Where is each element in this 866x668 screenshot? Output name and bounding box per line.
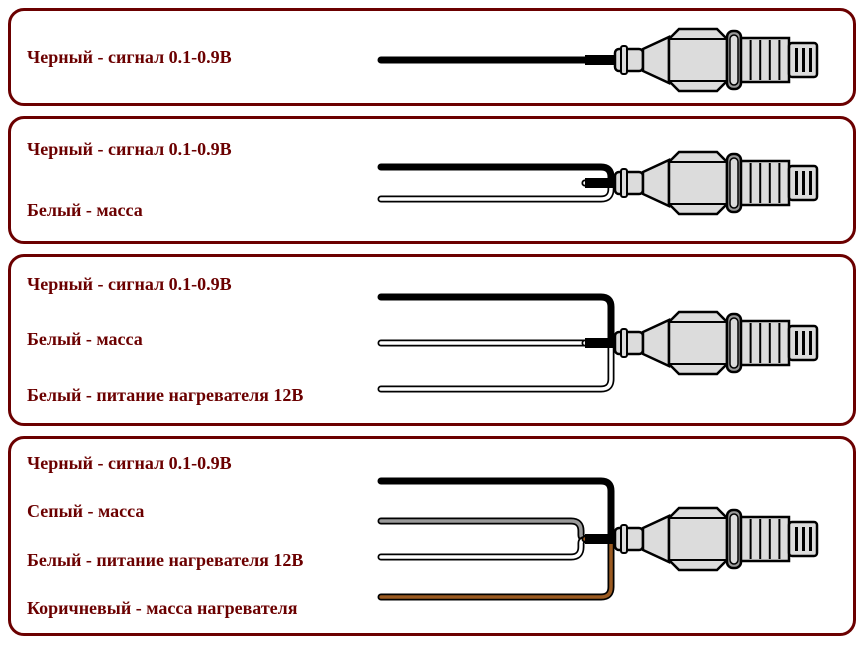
diagram-root: Черный - сигнал 0.1-0.9В Черный - сигнал …	[8, 8, 858, 636]
panel-4: Черный - сигнал 0.1-0.9ВСепый - массаБел…	[8, 436, 856, 636]
sensor-diagram	[11, 257, 859, 429]
panel-3: Черный - сигнал 0.1-0.9ВБелый - массаБел…	[8, 254, 856, 426]
sensor-diagram	[11, 11, 859, 109]
sensor-diagram	[11, 439, 859, 639]
panel-1: Черный - сигнал 0.1-0.9В	[8, 8, 856, 106]
sensor-diagram	[11, 119, 859, 247]
panel-2: Черный - сигнал 0.1-0.9ВБелый - масса	[8, 116, 856, 244]
